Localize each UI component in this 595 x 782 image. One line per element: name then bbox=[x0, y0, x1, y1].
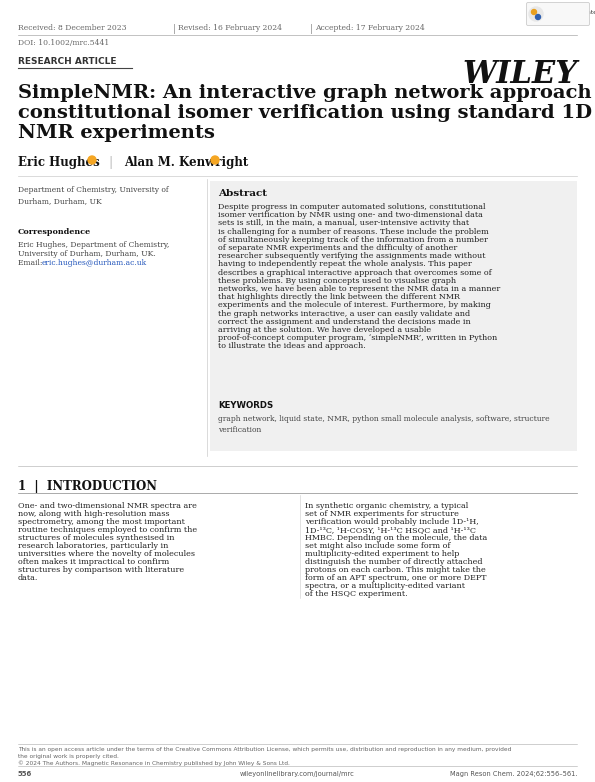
Text: SimpleNMR: An interactive graph network approach to aid: SimpleNMR: An interactive graph network … bbox=[18, 84, 595, 102]
Circle shape bbox=[529, 7, 543, 21]
Text: Received: 8 December 2023: Received: 8 December 2023 bbox=[18, 24, 127, 32]
Text: data.: data. bbox=[18, 574, 38, 582]
Text: Alan M. Kenwright: Alan M. Kenwright bbox=[124, 156, 248, 169]
Text: these problems. By using concepts used to visualise graph: these problems. By using concepts used t… bbox=[218, 277, 456, 285]
Text: proof-of-concept computer program, ‘simpleNMR’, written in Python: proof-of-concept computer program, ‘simp… bbox=[218, 334, 497, 343]
Text: isomer verification by NMR using one- and two-dimensional data: isomer verification by NMR using one- an… bbox=[218, 211, 483, 219]
Text: the graph networks interactive, a user can easily validate and: the graph networks interactive, a user c… bbox=[218, 310, 470, 317]
Text: Department of Chemistry, University of
Durham, Durham, UK: Department of Chemistry, University of D… bbox=[18, 186, 168, 206]
Text: is challenging for a number of reasons. These include the problem: is challenging for a number of reasons. … bbox=[218, 228, 488, 235]
Text: structures of molecules synthesised in: structures of molecules synthesised in bbox=[18, 534, 174, 542]
Text: |: | bbox=[108, 156, 112, 169]
Circle shape bbox=[531, 9, 537, 15]
Text: now, along with high-resolution mass: now, along with high-resolution mass bbox=[18, 510, 170, 518]
Text: multiplicity-edited experiment to help: multiplicity-edited experiment to help bbox=[305, 550, 459, 558]
Text: Email:: Email: bbox=[18, 259, 45, 267]
Text: wileyonlinelibrary.com/journal/mrc: wileyonlinelibrary.com/journal/mrc bbox=[240, 771, 355, 777]
Text: 1D-¹³C, ¹H-COSY, ¹H-¹³C HSQC and ¹H-¹³C: 1D-¹³C, ¹H-COSY, ¹H-¹³C HSQC and ¹H-¹³C bbox=[305, 526, 476, 534]
Text: sets is still, in the main, a manual, user-intensive activity that: sets is still, in the main, a manual, us… bbox=[218, 220, 469, 228]
Circle shape bbox=[88, 156, 96, 164]
Text: This is an open access article under the terms of the Creative Commons Attributi: This is an open access article under the… bbox=[18, 747, 511, 759]
Text: Abstract: Abstract bbox=[218, 189, 267, 198]
Text: distinguish the number of directly attached: distinguish the number of directly attac… bbox=[305, 558, 483, 566]
Text: HMBC. Depending on the molecule, the data: HMBC. Depending on the molecule, the dat… bbox=[305, 534, 487, 542]
Text: ⓘ: ⓘ bbox=[213, 156, 217, 163]
FancyBboxPatch shape bbox=[210, 181, 577, 451]
Text: of the HSQC experiment.: of the HSQC experiment. bbox=[305, 590, 408, 598]
Text: One- and two-dimensional NMR spectra are: One- and two-dimensional NMR spectra are bbox=[18, 502, 197, 510]
Text: © 2024 The Authors. Magnetic Resonance in Chemistry published by John Wiley & So: © 2024 The Authors. Magnetic Resonance i… bbox=[18, 760, 290, 766]
Text: 1  |  INTRODUCTION: 1 | INTRODUCTION bbox=[18, 480, 157, 493]
Text: that highlights directly the link between the different NMR: that highlights directly the link betwee… bbox=[218, 293, 460, 301]
Text: of separate NMR experiments and the difficulty of another: of separate NMR experiments and the diff… bbox=[218, 244, 457, 252]
Text: describes a graphical interactive approach that overcomes some of: describes a graphical interactive approa… bbox=[218, 268, 491, 277]
Text: 556: 556 bbox=[18, 771, 32, 777]
Text: experiments and the molecule of interest. Furthermore, by making: experiments and the molecule of interest… bbox=[218, 301, 491, 310]
Text: Eric Hughes, Department of Chemistry,: Eric Hughes, Department of Chemistry, bbox=[18, 241, 170, 249]
Text: Revised: 16 February 2024: Revised: 16 February 2024 bbox=[178, 24, 282, 32]
Text: correct the assignment and understand the decisions made in: correct the assignment and understand th… bbox=[218, 317, 471, 326]
Text: verification would probably include 1D-¹H,: verification would probably include 1D-¹… bbox=[305, 518, 479, 526]
Text: set might also include some form of: set might also include some form of bbox=[305, 542, 450, 550]
Text: having to independently repeat the whole analysis. This paper: having to independently repeat the whole… bbox=[218, 260, 472, 268]
FancyBboxPatch shape bbox=[527, 2, 590, 26]
Text: arriving at the solution. We have developed a usable: arriving at the solution. We have develo… bbox=[218, 326, 431, 334]
Text: Check for updates: Check for updates bbox=[546, 10, 595, 15]
Text: of simultaneously keeping track of the information from a number: of simultaneously keeping track of the i… bbox=[218, 236, 488, 244]
Text: WILEY: WILEY bbox=[462, 59, 577, 90]
Circle shape bbox=[211, 156, 219, 164]
Text: structures by comparison with literature: structures by comparison with literature bbox=[18, 566, 184, 574]
Text: graph network, liquid state, NMR, python small molecule analysis, software, stru: graph network, liquid state, NMR, python… bbox=[218, 415, 550, 434]
Text: to illustrate the ideas and approach.: to illustrate the ideas and approach. bbox=[218, 343, 366, 350]
Text: set of NMR experiments for structure: set of NMR experiments for structure bbox=[305, 510, 459, 518]
Text: spectrometry, among the most important: spectrometry, among the most important bbox=[18, 518, 185, 526]
Text: KEYWORDS: KEYWORDS bbox=[218, 401, 273, 410]
Text: protons on each carbon. This might take the: protons on each carbon. This might take … bbox=[305, 566, 486, 574]
Text: Correspondence: Correspondence bbox=[18, 228, 91, 236]
Text: NMR experiments: NMR experiments bbox=[18, 124, 215, 142]
Text: constitutional isomer verification using standard 1D and 2D: constitutional isomer verification using… bbox=[18, 104, 595, 122]
Text: Eric Hughes: Eric Hughes bbox=[18, 156, 100, 169]
Text: Magn Reson Chem. 2024;62:556–561.: Magn Reson Chem. 2024;62:556–561. bbox=[450, 771, 577, 777]
Text: researcher subsequently verifying the assignments made without: researcher subsequently verifying the as… bbox=[218, 253, 486, 260]
Text: Accepted: 17 February 2024: Accepted: 17 February 2024 bbox=[315, 24, 425, 32]
Text: spectra, or a multiplicity-edited variant: spectra, or a multiplicity-edited varian… bbox=[305, 582, 465, 590]
Text: universities where the novelty of molecules: universities where the novelty of molecu… bbox=[18, 550, 195, 558]
Text: University of Durham, Durham, UK.: University of Durham, Durham, UK. bbox=[18, 250, 156, 258]
Circle shape bbox=[536, 15, 540, 20]
Text: research laboratories, particularly in: research laboratories, particularly in bbox=[18, 542, 168, 550]
Text: routine techniques employed to confirm the: routine techniques employed to confirm t… bbox=[18, 526, 197, 534]
Text: Despite progress in computer automated solutions, constitutional: Despite progress in computer automated s… bbox=[218, 203, 486, 211]
Text: In synthetic organic chemistry, a typical: In synthetic organic chemistry, a typica… bbox=[305, 502, 468, 510]
Text: often makes it impractical to confirm: often makes it impractical to confirm bbox=[18, 558, 169, 566]
Text: networks, we have been able to represent the NMR data in a manner: networks, we have been able to represent… bbox=[218, 285, 500, 293]
Text: eric.hughes@durham.ac.uk: eric.hughes@durham.ac.uk bbox=[42, 259, 147, 267]
Text: DOI: 10.1002/mrc.5441: DOI: 10.1002/mrc.5441 bbox=[18, 39, 109, 47]
Text: ⓘ: ⓘ bbox=[90, 156, 94, 163]
Text: RESEARCH ARTICLE: RESEARCH ARTICLE bbox=[18, 57, 117, 66]
Text: form of an APT spectrum, one or more DEPT: form of an APT spectrum, one or more DEP… bbox=[305, 574, 487, 582]
